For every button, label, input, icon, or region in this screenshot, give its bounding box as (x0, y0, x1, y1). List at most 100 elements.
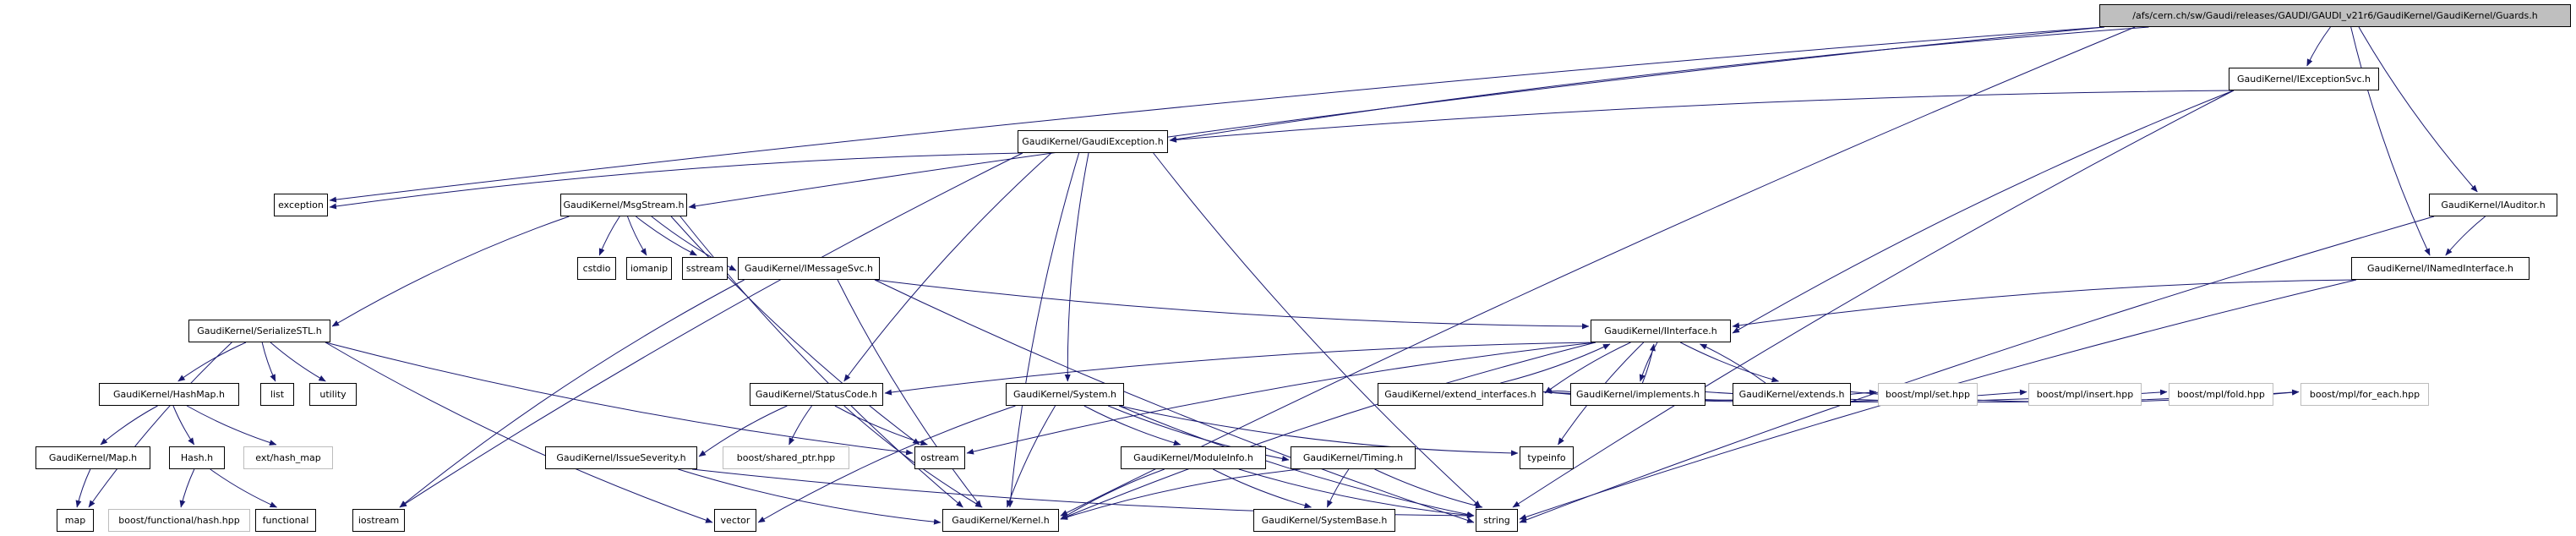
graph-node-serializestl[interactable]: GaudiKernel/SerializeSTL.h (188, 320, 330, 342)
edge-moduleinfo-to-systembase (1213, 468, 1312, 509)
edge-iinterface-to-kernel (1060, 342, 1596, 520)
edge-statuscode-to-kernel (843, 405, 983, 508)
graph-node-mpl_fold: boost/mpl/fold.hpp (2169, 383, 2273, 406)
graph-node-implements[interactable]: GaudiKernel/implements.h (1570, 383, 1706, 406)
graph-node-cstdio[interactable]: cstdio (577, 257, 616, 280)
graph-node-kernel[interactable]: GaudiKernel/Kernel.h (942, 509, 1059, 532)
edge-gaudiexception-to-string (1153, 152, 1482, 508)
edge-serializestl-to-vector (325, 342, 713, 523)
graph-node-gaudiexception[interactable]: GaudiKernel/GaudiException.h (1018, 130, 1168, 153)
edge-iexceptionsvc-to-string (1512, 90, 2235, 508)
graph-node-list[interactable]: list (260, 383, 294, 406)
edge-serializestl-to-list (261, 342, 276, 382)
graph-node-mpl_foreach: boost/mpl/for_each.hpp (2300, 383, 2429, 406)
edge-system-to-timing (1107, 405, 1290, 462)
edge-hash_h-to-boost_hash (179, 468, 195, 508)
edge-serializestl-to-map (88, 342, 232, 508)
edge-guards-to-inamedinterface (2350, 26, 2431, 256)
edge-hashmap-to-ext_hash_map (186, 405, 277, 446)
graph-node-inamedinterface[interactable]: GaudiKernel/INamedInterface.h (2351, 257, 2530, 280)
edge-guards-to-exception (329, 26, 2105, 203)
edge-extend_interfaces-to-iinterface (1500, 343, 1611, 384)
edge-iauditor-to-inamedinterface (2445, 216, 2486, 256)
graph-node-iinterface[interactable]: GaudiKernel/IInterface.h (1591, 320, 1731, 342)
edge-msgstream-to-serializestl (331, 216, 570, 327)
edge-timing-to-systembase (1326, 468, 1350, 508)
graph-node-timing[interactable]: GaudiKernel/Timing.h (1291, 446, 1416, 469)
edge-iinterface-to-implements (1639, 342, 1658, 382)
graph-node-imessagesvc[interactable]: GaudiKernel/IMessageSvc.h (738, 257, 880, 280)
graph-node-msgstream[interactable]: GaudiKernel/MsgStream.h (560, 194, 687, 216)
graph-node-extend_interfaces[interactable]: GaudiKernel/extend_interfaces.h (1378, 383, 1543, 406)
graph-node-iomanip[interactable]: iomanip (626, 257, 672, 280)
graph-node-issueseverity[interactable]: GaudiKernel/IssueSeverity.h (545, 446, 697, 469)
edge-imessagesvc-to-iostream (399, 279, 745, 508)
graph-node-shared_ptr: boost/shared_ptr.hpp (723, 446, 849, 469)
graph-node-map[interactable]: map (57, 509, 94, 532)
edge-iexceptionsvc-to-gaudiexception (1169, 90, 2235, 143)
edge-msgstream-to-cstdio (598, 216, 620, 256)
edge-gaudiexception-to-iostream (399, 152, 1023, 508)
edge-guards-to-kernel (1060, 26, 2136, 517)
edge-iexceptionsvc-to-iinterface (1732, 90, 2235, 334)
edge-statuscode-to-ostream (834, 405, 928, 446)
edge-map_h-to-map (75, 468, 91, 508)
edge-hashmap-to-map_h (100, 405, 158, 446)
graph-node-ostream[interactable]: ostream (914, 446, 965, 469)
graph-node-moduleinfo[interactable]: GaudiKernel/ModuleInfo.h (1121, 446, 1266, 469)
edge-serializestl-to-utility (270, 342, 326, 382)
edge-moduleinfo-to-string (1238, 468, 1475, 518)
edge-system-to-moduleinfo (1083, 405, 1182, 446)
graph-node-vector[interactable]: vector (714, 509, 756, 532)
edge-iauditor-to-string (1519, 216, 2435, 523)
edge-iinterface-to-extends (1680, 342, 1779, 383)
edge-iinterface-to-extend_interfaces (1544, 342, 1631, 394)
edge-guards-to-msgstream (688, 26, 2105, 210)
graph-node-map_h[interactable]: GaudiKernel/Map.h (35, 446, 150, 469)
graph-node-exception[interactable]: exception (274, 194, 328, 216)
edge-hashmap-to-hash_h (172, 405, 195, 446)
graph-node-statuscode[interactable]: GaudiKernel/StatusCode.h (750, 383, 883, 406)
edge-iinterface-to-ostream (966, 342, 1596, 455)
edge-msgstream-to-sstream (636, 216, 697, 256)
graph-node-functional[interactable]: functional (255, 509, 316, 532)
graph-node-utility[interactable]: utility (309, 383, 357, 406)
edge-msgstream-to-ostream (670, 216, 920, 446)
edge-gaudiexception-to-exception (329, 152, 1023, 210)
edge-statuscode-to-shared_ptr (789, 405, 813, 446)
edge-serializestl-to-ostream (325, 342, 914, 456)
edge-system-to-kernel (1007, 405, 1056, 508)
edge-gaudiexception-to-system (1064, 152, 1089, 382)
graph-node-guards[interactable]: /afs/cern.ch/sw/Gaudi/releases/GAUDI/GAU… (2099, 4, 2571, 27)
edge-system-to-typeinfo (1118, 405, 1519, 457)
edge-imessagesvc-to-kernel (837, 279, 982, 508)
graph-node-iostream[interactable]: iostream (352, 509, 405, 532)
graph-node-iexceptionsvc[interactable]: GaudiKernel/IExceptionSvc.h (2229, 68, 2379, 90)
edge-imessagesvc-to-string (874, 279, 1475, 523)
graph-node-hash_h[interactable]: Hash.h (169, 446, 225, 469)
edge-imessagesvc-to-iinterface (874, 279, 1590, 330)
edge-gaudiexception-to-statuscode (843, 152, 1052, 382)
edge-timing-to-string (1374, 468, 1483, 509)
edge-moduleinfo-to-kernel (1060, 468, 1165, 520)
graph-node-extends[interactable]: GaudiKernel/extends.h (1733, 383, 1851, 406)
graph-node-typeinfo[interactable]: typeinfo (1520, 446, 1574, 469)
graph-node-sstream[interactable]: sstream (682, 257, 728, 280)
edge-msgstream-to-iomanip (627, 216, 647, 256)
graph-node-systembase[interactable]: GaudiKernel/SystemBase.h (1253, 509, 1395, 532)
graph-node-iauditor[interactable]: GaudiKernel/IAuditor.h (2429, 194, 2557, 216)
edge-guards-to-iexceptionsvc (2306, 26, 2331, 67)
edge-serializestl-to-hashmap (177, 342, 247, 382)
edge-inamedinterface-to-iinterface (1732, 279, 2357, 329)
edge-gaudiexception-to-kernel (1007, 152, 1080, 508)
graph-node-string[interactable]: string (1476, 509, 1518, 532)
graph-node-mpl_insert: boost/mpl/insert.hpp (2028, 383, 2142, 406)
edge-system-to-vector (757, 405, 1016, 523)
edge-iinterface-to-statuscode (884, 342, 1596, 396)
graph-node-system[interactable]: GaudiKernel/System.h (1006, 383, 1124, 406)
graph-node-hashmap[interactable]: GaudiKernel/HashMap.h (99, 383, 239, 406)
edge-statuscode-to-issueseverity (698, 405, 788, 457)
edge-guards-to-iauditor (2358, 26, 2478, 193)
